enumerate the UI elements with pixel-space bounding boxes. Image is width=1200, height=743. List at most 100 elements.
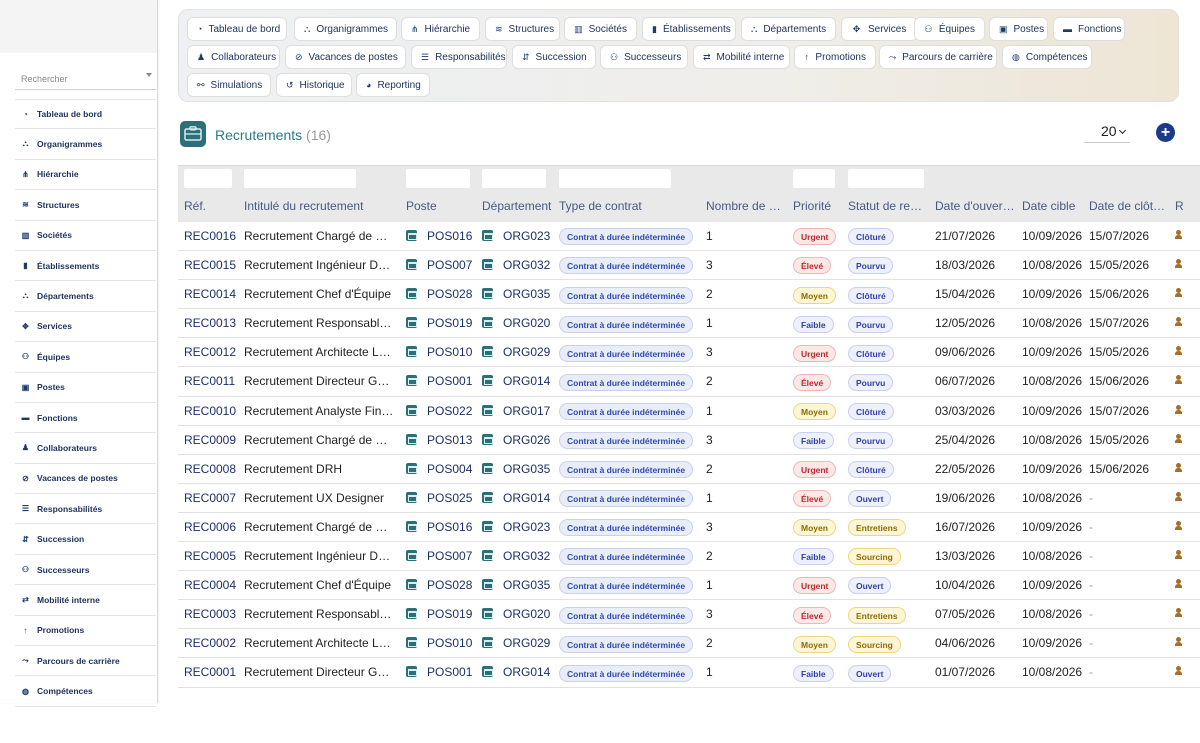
sidebar-item-departements[interactable]: ⛬ Départements bbox=[15, 281, 156, 312]
dept-link[interactable]: ORG035 bbox=[503, 461, 551, 476]
poste-link[interactable]: POS013 bbox=[427, 432, 473, 447]
dept-link[interactable]: ORG020 bbox=[503, 607, 551, 622]
sidebar-item-parcours-de-carriere[interactable]: ⤳ Parcours de carrière bbox=[15, 646, 156, 677]
nav-button-historique[interactable]: ↺ Historique bbox=[276, 73, 352, 97]
column-header-dept[interactable]: Département bbox=[482, 199, 552, 213]
dept-link[interactable]: ORG020 bbox=[503, 316, 551, 331]
nav-button-services[interactable]: ✥ Services bbox=[841, 17, 918, 41]
dept-link[interactable]: ORG032 bbox=[503, 258, 551, 273]
nav-button-tableau-de-bord[interactable]: ◔ Tableau de bord bbox=[187, 17, 287, 41]
poste-link[interactable]: POS007 bbox=[427, 258, 473, 273]
dept-link[interactable]: ORG035 bbox=[503, 287, 551, 302]
candidate-icon[interactable] bbox=[1175, 550, 1182, 560]
nav-button-fonctions[interactable]: ▬ Fonctions bbox=[1053, 17, 1125, 41]
nav-button-etablissements[interactable]: ▮ Établissements bbox=[642, 17, 736, 41]
dept-link[interactable]: ORG035 bbox=[503, 578, 551, 593]
poste-link[interactable]: POS025 bbox=[427, 490, 473, 505]
sidebar-item-structures[interactable]: ≋ Structures bbox=[15, 190, 156, 221]
sidebar-item-tableau-de-bord[interactable]: ◔ Tableau de bord bbox=[15, 99, 156, 130]
nav-button-competences[interactable]: ◍ Compétences bbox=[1002, 45, 1092, 69]
cell-ref[interactable]: REC0005 bbox=[184, 549, 237, 564]
sidebar-item-promotions[interactable]: ↑ Promotions bbox=[15, 616, 156, 647]
candidate-icon[interactable] bbox=[1175, 230, 1182, 240]
dept-link[interactable]: ORG026 bbox=[503, 432, 551, 447]
dept-link[interactable]: ORG014 bbox=[503, 665, 551, 680]
candidate-icon[interactable] bbox=[1175, 346, 1182, 356]
candidate-icon[interactable] bbox=[1175, 288, 1182, 298]
sidebar-item-etablissements[interactable]: ▮ Établissements bbox=[15, 251, 156, 282]
poste-link[interactable]: POS010 bbox=[427, 345, 473, 360]
column-header-actions[interactable]: R bbox=[1175, 199, 1184, 213]
table-row[interactable]: REC0009 Recrutement Chargé de Recrutement… bbox=[178, 426, 1200, 455]
column-header-ref[interactable]: Réf. bbox=[184, 199, 207, 213]
poste-link[interactable]: POS028 bbox=[427, 287, 473, 302]
cell-ref[interactable]: REC0016 bbox=[184, 229, 237, 243]
column-header-ouverture[interactable]: Date d'ouverture bbox=[935, 199, 1015, 213]
cell-ref[interactable]: REC0002 bbox=[184, 636, 237, 651]
nav-button-equipes[interactable]: ⚇ Équipes bbox=[914, 17, 985, 41]
sidebar-item-mobilite-interne[interactable]: ⇄ Mobilité interne bbox=[15, 585, 156, 616]
table-row[interactable]: REC0010 Recrutement Analyste Financier POS… bbox=[178, 397, 1200, 426]
page-size-select[interactable]: 20 bbox=[1084, 120, 1130, 143]
sidebar-item-societes[interactable]: ▥ Sociétés bbox=[15, 221, 156, 251]
nav-button-mobilite-interne[interactable]: ⇄ Mobilité interne bbox=[693, 45, 790, 69]
poste-link[interactable]: POS016 bbox=[427, 229, 473, 243]
table-row[interactable]: REC0004 Recrutement Chef d'Équipe POS028 OR… bbox=[178, 571, 1200, 601]
sidebar-item-fonctions[interactable]: ▬ Fonctions bbox=[15, 403, 156, 434]
sidebar-item-responsabilites[interactable]: ☰ Responsabilités bbox=[15, 494, 156, 525]
caret-down-icon[interactable] bbox=[146, 73, 152, 77]
dept-link[interactable]: ORG032 bbox=[503, 549, 551, 564]
cell-ref[interactable]: REC0013 bbox=[184, 316, 237, 331]
column-filter-ref[interactable] bbox=[184, 169, 232, 188]
cell-ref[interactable]: REC0007 bbox=[184, 490, 237, 505]
candidate-icon[interactable] bbox=[1175, 259, 1182, 269]
candidate-icon[interactable] bbox=[1175, 666, 1182, 676]
sidebar-item-succession[interactable]: ⇵ Succession bbox=[15, 524, 156, 555]
sidebar-item-collaborateurs[interactable]: ♟ Collaborateurs bbox=[15, 433, 156, 464]
table-row[interactable]: REC0001 Recrutement Directeur Général POS0… bbox=[178, 658, 1200, 688]
column-header-cible[interactable]: Date cible bbox=[1022, 199, 1076, 213]
candidate-icon[interactable] bbox=[1175, 433, 1182, 444]
table-row[interactable]: REC0005 Recrutement Ingénieur Développeme… bbox=[178, 542, 1200, 572]
cell-ref[interactable]: REC0004 bbox=[184, 578, 237, 593]
candidate-icon[interactable] bbox=[1175, 404, 1182, 415]
cell-ref[interactable]: REC0015 bbox=[184, 258, 237, 273]
poste-link[interactable]: POS007 bbox=[427, 549, 473, 564]
cell-ref[interactable]: REC0011 bbox=[184, 374, 236, 389]
candidate-icon[interactable] bbox=[1175, 375, 1182, 385]
nav-button-organigrammes[interactable]: ⛬ Organigrammes bbox=[294, 17, 397, 41]
column-filter-dept[interactable] bbox=[482, 169, 546, 188]
add-recruitment-button[interactable]: + bbox=[1156, 123, 1175, 142]
table-row[interactable]: REC0012 Recrutement Architecte Logiciel PO… bbox=[178, 338, 1200, 368]
column-filter-contrat[interactable] bbox=[559, 169, 671, 188]
dept-link[interactable]: ORG014 bbox=[503, 374, 551, 389]
column-header-contrat[interactable]: Type de contrat bbox=[559, 199, 642, 213]
cell-ref[interactable]: REC0009 bbox=[184, 432, 237, 447]
cell-ref[interactable]: REC0003 bbox=[184, 607, 237, 622]
dept-link[interactable]: ORG023 bbox=[503, 229, 551, 243]
poste-link[interactable]: POS028 bbox=[427, 578, 473, 593]
table-row[interactable]: REC0008 Recrutement DRH POS004 ORG035 Contra… bbox=[178, 455, 1200, 484]
candidate-icon[interactable] bbox=[1175, 579, 1182, 589]
cell-ref[interactable]: REC0006 bbox=[184, 519, 237, 534]
nav-button-reporting[interactable]: ◕ Reporting bbox=[356, 73, 430, 97]
cell-ref[interactable]: REC0014 bbox=[184, 287, 237, 302]
column-filter-poste[interactable] bbox=[406, 169, 470, 188]
table-row[interactable]: REC0011 Recrutement Directeur Général POS0… bbox=[178, 367, 1200, 397]
sidebar-item-hierarchie[interactable]: ⋔ Hiérarchie bbox=[15, 160, 156, 191]
poste-link[interactable]: POS001 bbox=[427, 665, 473, 680]
sidebar-item-competences[interactable]: ◍ Compétences bbox=[15, 676, 156, 707]
nav-button-collaborateurs[interactable]: ♟ Collaborateurs bbox=[187, 45, 280, 69]
table-row[interactable]: REC0007 Recrutement UX Designer POS025 ORG0… bbox=[178, 484, 1200, 513]
dept-link[interactable]: ORG029 bbox=[503, 345, 551, 360]
poste-link[interactable]: POS016 bbox=[427, 519, 473, 534]
sidebar-item-postes[interactable]: ▣ Postes bbox=[15, 373, 156, 403]
poste-link[interactable]: POS004 bbox=[427, 461, 473, 476]
dept-link[interactable]: ORG023 bbox=[503, 519, 551, 534]
sidebar-search-select[interactable]: Rechercher bbox=[15, 66, 156, 90]
dept-link[interactable]: ORG014 bbox=[503, 490, 551, 505]
nav-button-successeurs[interactable]: ⚇ Successeurs bbox=[600, 45, 688, 69]
cell-ref[interactable]: REC0001 bbox=[184, 665, 237, 680]
candidate-icon[interactable] bbox=[1175, 520, 1182, 531]
nav-button-societes[interactable]: ▥ Sociétés bbox=[564, 17, 637, 41]
